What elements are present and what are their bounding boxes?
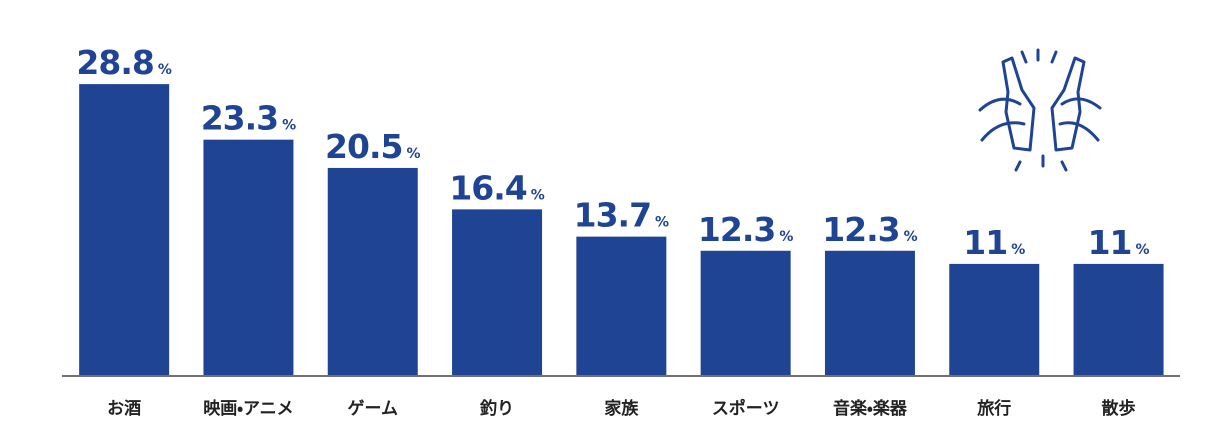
bar — [79, 84, 170, 376]
value-number: 12.3 — [822, 210, 899, 249]
value-number: 11 — [963, 223, 1007, 262]
cheers-icon — [978, 48, 1102, 172]
value-unit: % — [904, 229, 918, 245]
x-tick-label: 散歩 — [1102, 398, 1136, 419]
bar — [1073, 263, 1164, 375]
x-tick-label: スポーツ — [712, 398, 780, 419]
value-unit: % — [779, 229, 793, 245]
x-tick-label: 釣り — [479, 398, 514, 419]
value-label: 16.4% — [449, 168, 544, 207]
x-tick-label: 家族 — [604, 398, 639, 419]
value-label: 12.3% — [822, 210, 917, 249]
value-label: 13.7% — [574, 196, 669, 235]
value-unit: % — [655, 215, 669, 231]
value-unit: % — [1136, 242, 1150, 258]
value-label: 23.3% — [201, 99, 296, 138]
value-unit: % — [282, 118, 296, 134]
bar — [327, 167, 418, 375]
x-tick-label: ゲーム — [348, 398, 399, 419]
value-unit: % — [158, 62, 172, 78]
value-number: 13.7 — [574, 196, 651, 235]
bar — [700, 250, 791, 375]
value-number: 12.3 — [698, 210, 775, 249]
bar — [949, 263, 1040, 375]
bar — [576, 236, 667, 375]
value-number: 23.3 — [201, 99, 278, 138]
value-number: 16.4 — [449, 168, 526, 207]
value-label: 12.3% — [698, 210, 793, 249]
value-label: 11% — [963, 223, 1025, 262]
x-tick-label: お酒 — [107, 398, 141, 419]
bar — [824, 250, 915, 375]
value-number: 11 — [1088, 223, 1132, 262]
bar — [452, 209, 543, 375]
value-unit: % — [531, 187, 545, 203]
value-number: 20.5 — [325, 127, 402, 166]
x-tick-label: 映画・アニメ — [203, 398, 293, 419]
x-tick-label: 音楽・楽器 — [833, 398, 908, 419]
value-label: 28.8% — [76, 43, 171, 82]
value-unit: % — [406, 146, 420, 162]
x-tick-label: 旅行 — [976, 398, 1011, 419]
value-unit: % — [1011, 242, 1025, 258]
bar — [203, 139, 294, 375]
value-number: 28.8 — [76, 43, 153, 82]
value-label: 20.5% — [325, 127, 420, 166]
value-label: 11% — [1088, 223, 1150, 262]
